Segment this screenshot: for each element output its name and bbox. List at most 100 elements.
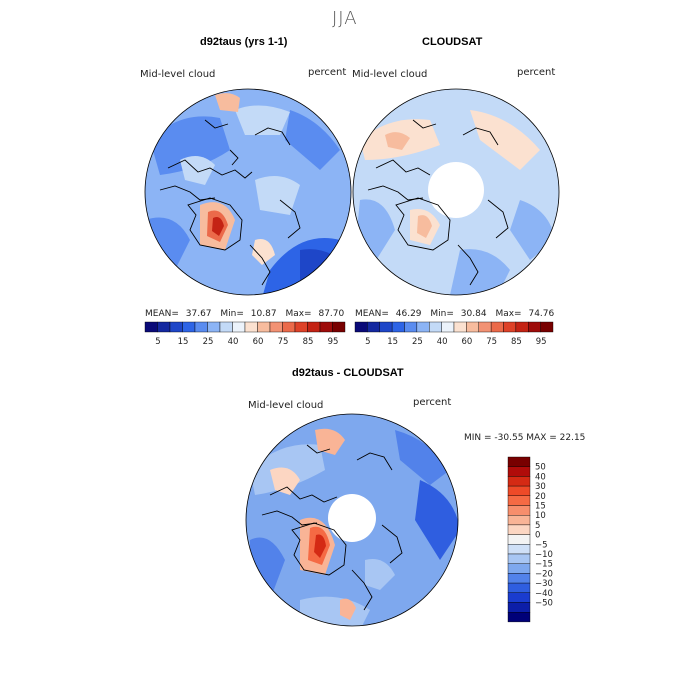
min-label: Min=: [430, 309, 454, 319]
colorbar-swatch: [478, 321, 492, 333]
colorbar-tick-label: 20: [535, 492, 546, 502]
colorbar-swatch: [282, 321, 296, 333]
mean-value: 46.29: [395, 309, 422, 319]
polar-map-difference: [245, 413, 459, 627]
panel-title-diff: d92taus - CLOUDSAT: [292, 367, 404, 379]
colorbar-tick-label: 40: [535, 472, 546, 482]
colorbar-swatch: [294, 321, 308, 333]
colorbar-swatch: [182, 321, 196, 333]
colorbar-swatch: [404, 321, 418, 333]
colorbar-swatch: [507, 476, 531, 487]
colorbar-swatch: [540, 321, 554, 333]
colorbar-swatch: [507, 582, 531, 593]
min-value: 10.87: [250, 309, 277, 319]
colorbar-swatch: [244, 321, 258, 333]
colorbar-tick-label: −10: [535, 550, 553, 560]
colorbar-tick-label: 40: [228, 337, 239, 347]
panel-title-obs: CLOUDSAT: [422, 36, 483, 48]
colorbar-tick-label: 85: [511, 337, 522, 347]
colorbar-swatch: [528, 321, 541, 333]
colorbar-swatch: [269, 321, 283, 333]
max-value: 74.76: [528, 309, 555, 319]
colorbar-swatch: [507, 573, 531, 584]
diff-minmax: MIN = -30.55 MAX = 22.15: [464, 433, 586, 443]
colorbar-swatch: [144, 321, 158, 333]
colorbar-swatch: [332, 321, 346, 333]
colorbar-tick-label: 95: [328, 337, 339, 347]
colorbar-swatch: [507, 612, 531, 623]
colorbar-swatch: [232, 321, 246, 333]
colorbar-model: 5 15 25 40 60 75 85 95: [144, 321, 346, 347]
colorbar-swatch: [354, 321, 368, 333]
colorbar-swatch: [367, 321, 380, 333]
colorbar-swatch: [257, 321, 271, 333]
mean-label: MEAN=: [145, 309, 179, 319]
colorbar-tick-label: −15: [535, 560, 553, 570]
colorbar-swatch: [379, 321, 393, 333]
colorbar-swatch: [391, 321, 405, 333]
colorbar-swatch: [507, 534, 531, 545]
min-label: Min=: [220, 309, 244, 319]
colorbar-tick-label: 5: [155, 337, 160, 347]
variable-label-model: Mid-level cloud: [140, 69, 216, 80]
colorbar-swatch: [307, 321, 321, 333]
max-label: Max=: [495, 309, 522, 319]
colorbar-swatch: [319, 321, 333, 333]
polar-map-model: [144, 88, 352, 296]
colorbar-tick-label: 60: [461, 337, 472, 347]
colorbar-tick-label: 10: [535, 511, 546, 521]
colorbar-swatch: [507, 563, 531, 574]
colorbar-swatch: [490, 321, 504, 333]
colorbar-swatch: [194, 321, 208, 333]
colorbar-swatch: [157, 321, 171, 333]
colorbar-swatch: [507, 466, 531, 477]
colorbar-obs: 5 15 25 40 60 75 85 95: [354, 321, 554, 347]
colorbar-swatch: [507, 485, 531, 497]
colorbar-swatch: [507, 515, 531, 526]
stats-obs: MEAN= 46.29 Min= 30.84 Max= 74.76: [355, 309, 554, 319]
colorbar-swatch: [169, 321, 183, 333]
panel-title-model: d92taus (yrs 1-1): [200, 36, 288, 48]
colorbar-tick-label: 30: [535, 482, 546, 492]
colorbar-tick-label: 25: [203, 337, 214, 347]
colorbar-swatch: [507, 602, 531, 613]
colorbar-swatch: [429, 321, 442, 333]
colorbar-swatch: [507, 505, 531, 516]
colorbar-swatch: [466, 321, 479, 333]
colorbar-swatch: [207, 321, 221, 333]
colorbar-tick-label: 95: [536, 337, 547, 347]
colorbar-tick-label: 40: [437, 337, 448, 347]
colorbar-swatch: [507, 553, 531, 564]
polar-map-obs: [352, 88, 560, 296]
colorbar-swatch: [219, 321, 233, 333]
colorbar-swatch: [507, 456, 531, 467]
colorbar-tick-label: −40: [535, 589, 553, 599]
colorbar-tick-label: −5: [535, 540, 548, 550]
units-label-model: percent: [308, 67, 347, 78]
colorbar-swatch: [507, 544, 531, 555]
season-title: JJA: [332, 8, 358, 29]
colorbar-swatch: [507, 495, 531, 506]
colorbar-tick-label: 75: [278, 337, 289, 347]
max-label: Max=: [285, 309, 312, 319]
colorbar-swatch: [441, 321, 455, 333]
variable-label-obs: Mid-level cloud: [352, 69, 428, 80]
min-value: 30.84: [460, 309, 487, 319]
colorbar-tick-label: 60: [253, 337, 264, 347]
colorbar-tick-label: 50: [535, 463, 546, 473]
colorbar-swatch: [515, 321, 529, 333]
units-label-diff: percent: [413, 397, 452, 408]
colorbar-tick-label: −50: [535, 599, 553, 609]
colorbar-tick-label: 25: [412, 337, 423, 347]
variable-label-diff: Mid-level cloud: [248, 400, 324, 411]
colorbar-tick-label: 15: [178, 337, 189, 347]
colorbar-tick-label: −20: [535, 569, 553, 579]
colorbar-tick-label: 85: [303, 337, 314, 347]
colorbar-tick-label: −30: [535, 579, 553, 589]
mean-label: MEAN=: [355, 309, 389, 319]
mean-value: 37.67: [185, 309, 212, 319]
stats-model: MEAN= 37.67 Min= 10.87 Max= 87.70: [145, 309, 344, 319]
units-label-obs: percent: [517, 67, 556, 78]
